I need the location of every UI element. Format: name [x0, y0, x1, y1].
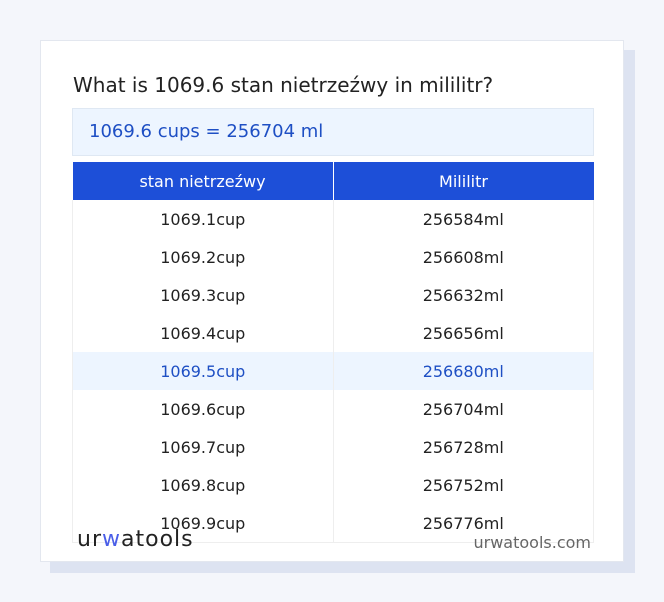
header-to: Mililitr [332, 162, 594, 200]
table-row: 1069.6cup 256704ml [72, 390, 594, 428]
cup-cell: 1069.2cup [72, 238, 334, 276]
ml-cell: 256728ml [332, 428, 594, 466]
ml-cell: 256608ml [332, 238, 594, 276]
table-row: 1069.5cup 256680ml [72, 352, 594, 390]
header-from: stan nietrzeźwy [72, 162, 333, 200]
site-link[interactable]: urwatools.com [473, 533, 592, 552]
ml-cell: 256632ml [332, 276, 594, 314]
ml-cell: 256776ml [332, 504, 594, 543]
logo: urwatools [77, 527, 194, 552]
table-row: 1069.4cup 256656ml [72, 314, 594, 352]
ml-cell: 256584ml [332, 200, 594, 238]
conversion-card: What is 1069.6 stan nietrzeźwy in milili… [40, 40, 624, 562]
table-row: 1069.3cup 256632ml [72, 276, 594, 314]
cup-cell: 1069.8cup [72, 466, 334, 504]
result-box: 1069.6 cups = 256704 ml [72, 108, 594, 156]
table-row: 1069.2cup 256608ml [72, 238, 594, 276]
table-row: 1069.8cup 256752ml [72, 466, 594, 504]
cup-cell: 1069.7cup [72, 428, 334, 466]
cup-cell: 1069.9cup [72, 504, 334, 543]
table-row: 1069.9cup 256776ml [72, 504, 594, 543]
conversion-table: stan nietrzeźwy Mililitr 1069.1cup 256584m… [72, 162, 594, 543]
ml-cell: 256656ml [332, 314, 594, 352]
ml-cell: 256752ml [332, 466, 594, 504]
ml-cell: 256704ml [332, 390, 594, 428]
cup-cell: 1069.4cup [72, 314, 334, 352]
table-row: 1069.7cup 256728ml [72, 428, 594, 466]
cup-cell: 1069.6cup [72, 390, 334, 428]
table-row: 1069.1cup 256584ml [72, 200, 594, 238]
ml-cell: 256680ml [332, 352, 594, 390]
cup-cell: 1069.3cup [72, 276, 334, 314]
page-title: What is 1069.6 stan nietrzeźwy in milili… [73, 73, 494, 97]
cup-cell: 1069.5cup [72, 352, 334, 390]
cup-cell: 1069.1cup [72, 200, 334, 238]
